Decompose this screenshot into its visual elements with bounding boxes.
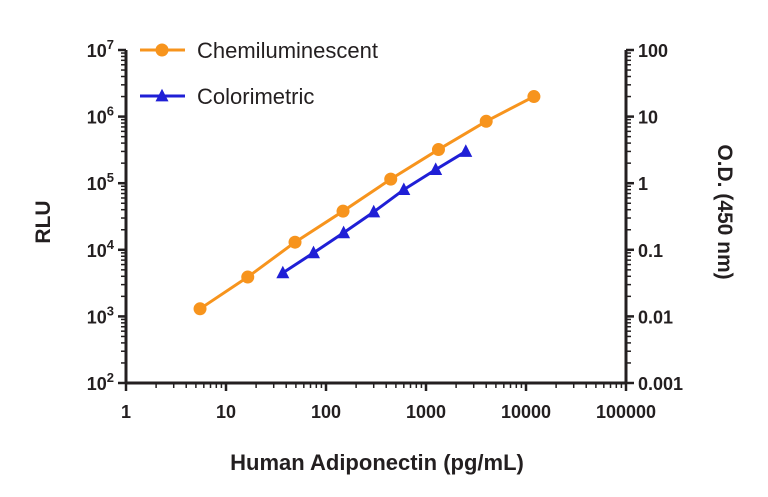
y2-axis-title: O.D. (450 nm) <box>713 144 736 279</box>
y2-tick-label: 1 <box>638 174 648 194</box>
y2-tick-label: 100 <box>638 41 668 61</box>
ticks: 1 10 100 1000 10000 100000 102 103 104 105 106 107 0… <box>87 37 683 422</box>
data-point <box>431 143 445 157</box>
data-point <box>288 235 302 249</box>
data-point <box>337 225 351 239</box>
x-tick-label: 10000 <box>501 402 551 422</box>
y-tick-label: 107 <box>87 37 114 61</box>
y2-tick-label: 0.01 <box>638 307 673 327</box>
data-point <box>241 270 255 284</box>
data-point <box>193 302 207 316</box>
series-layer <box>193 90 541 316</box>
data-point <box>336 204 350 218</box>
x-tick-label: 100000 <box>596 402 656 422</box>
legend-item: Chemiluminescent <box>140 38 378 63</box>
data-point <box>307 245 321 259</box>
y-tick-label: 102 <box>87 370 114 394</box>
series-colorimetric <box>276 144 473 279</box>
data-point <box>429 162 443 176</box>
data-point <box>397 182 411 196</box>
y-tick-label: 103 <box>87 303 114 327</box>
data-point <box>276 265 290 279</box>
y2-tick-label: 10 <box>638 108 658 128</box>
data-point <box>479 114 493 128</box>
legend-label: Chemiluminescent <box>197 38 378 63</box>
x-tick-label: 1000 <box>406 402 446 422</box>
legend: Chemiluminescent Colorimetric <box>140 38 378 109</box>
y-tick-label: 104 <box>87 237 115 261</box>
data-point <box>459 144 473 157</box>
axes <box>124 50 628 385</box>
data-point <box>384 172 398 186</box>
y-tick-label: 106 <box>87 104 114 128</box>
y2-tick-label: 0.1 <box>638 241 663 261</box>
legend-label: Colorimetric <box>197 84 314 109</box>
y-axis-title: RLU <box>32 200 55 243</box>
data-point <box>367 204 381 218</box>
y2-tick-label: 0.001 <box>638 374 683 394</box>
x-tick-label: 1 <box>121 402 131 422</box>
x-tick-label: 10 <box>216 402 236 422</box>
series-chemiluminescent <box>193 90 541 316</box>
x-tick-label: 100 <box>311 402 341 422</box>
x-axis-title: Human Adiponectin (pg/mL) <box>230 450 524 475</box>
legend-marker <box>155 88 169 102</box>
series-line <box>199 95 535 311</box>
data-point <box>527 90 541 104</box>
legend-marker <box>155 43 169 57</box>
y-tick-label: 105 <box>87 170 114 194</box>
legend-item: Colorimetric <box>140 84 314 109</box>
